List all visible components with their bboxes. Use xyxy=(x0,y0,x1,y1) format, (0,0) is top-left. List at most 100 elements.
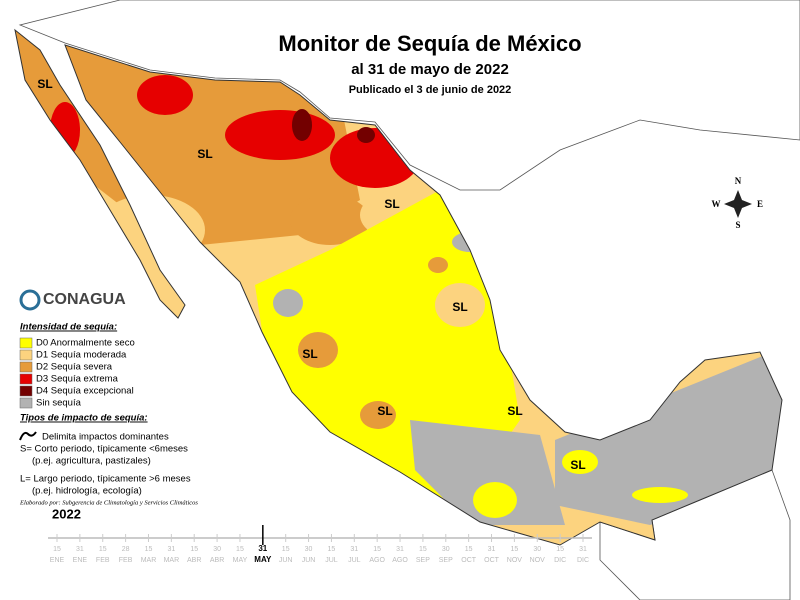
tick-day: 31 xyxy=(167,546,175,553)
tick-month: SEP xyxy=(416,557,430,564)
region-label: SL xyxy=(507,404,522,418)
d3-area xyxy=(137,75,193,115)
d0-area xyxy=(473,482,517,518)
d2-area xyxy=(290,195,370,245)
tick-month: OCT xyxy=(461,557,477,564)
tick-day: 15 xyxy=(373,546,381,553)
tick-month: FEB xyxy=(96,557,110,564)
tick-day: 31 xyxy=(488,546,496,553)
tick-day: 30 xyxy=(305,546,313,553)
tick-day: 15 xyxy=(556,546,564,553)
tick-day: 15 xyxy=(328,546,336,553)
impact-line-symbol xyxy=(19,431,37,441)
mexico-outline xyxy=(14,28,783,546)
tick-day: 15 xyxy=(236,546,244,553)
legend-label: Sin sequía xyxy=(36,398,82,409)
legend-label: D4 Sequía excepcional xyxy=(36,386,134,397)
tick-month: MAY xyxy=(254,555,272,564)
tick-day: 15 xyxy=(282,546,290,553)
impact-s-example: (p.ej. agricultura, pastizales) xyxy=(32,456,151,467)
region-label: SL xyxy=(377,404,392,418)
region-label: SL xyxy=(384,197,399,211)
legend-label: D2 Sequía severa xyxy=(36,362,113,373)
tick-day: 31 xyxy=(396,546,404,553)
tick-month: JUN xyxy=(302,557,316,564)
tick-month: DIC xyxy=(554,557,566,564)
compass-n: N xyxy=(735,176,742,186)
legend-swatch xyxy=(19,337,33,349)
logo-icon xyxy=(19,289,41,311)
d0-area xyxy=(632,487,688,503)
legend-swatch xyxy=(19,349,33,361)
tick-day: 30 xyxy=(442,546,450,553)
impact-l-example: (p.ej. hidrología, ecología) xyxy=(32,486,142,497)
timeline-year: 2022 xyxy=(52,506,81,521)
tick-day: 15 xyxy=(145,546,153,553)
tick-month: SEP xyxy=(439,557,453,564)
d0-area xyxy=(562,450,598,474)
tick-month: NOV xyxy=(530,557,546,564)
region-label: SL xyxy=(197,147,212,161)
tick-day: 31 xyxy=(76,546,84,553)
impact-title: Tipos de impacto de sequía: xyxy=(20,413,148,424)
map-subtitle: al 31 de mayo de 2022 xyxy=(351,61,509,78)
no-drought-area xyxy=(555,345,782,525)
no-drought-area xyxy=(410,420,565,525)
tick-day: 15 xyxy=(419,546,427,553)
d2-area xyxy=(360,401,396,429)
tick-day: 15 xyxy=(465,546,473,553)
tick-month: DIC xyxy=(577,557,589,564)
timeline: 2022 15 ENE 31 ENE 15 FEB 28 FEB 15 MAR 31 MAR 15 ABR… xyxy=(48,506,592,564)
d2-area xyxy=(428,257,448,273)
tick-day: 30 xyxy=(213,546,221,553)
impact-line-label: Delimita impactos dominantes xyxy=(42,432,169,443)
legend-swatch xyxy=(19,385,33,397)
tick-month: NOV xyxy=(507,557,523,564)
credit: Elaborado por: Subgerencia de Climatolog… xyxy=(19,499,198,506)
region-label: SL xyxy=(37,77,52,91)
region-label: SL xyxy=(570,458,585,472)
logo: CONAGUA xyxy=(19,289,126,311)
d2-area xyxy=(298,332,338,368)
legend-label: D0 Anormalmente seco xyxy=(36,338,135,349)
tick-day: 31 xyxy=(350,546,358,553)
no-drought-area xyxy=(273,289,303,317)
tick-month: ABR xyxy=(187,557,201,564)
compass-rose xyxy=(724,190,752,218)
tick-day: 31 xyxy=(258,544,267,553)
compass-w: W xyxy=(712,199,721,209)
legend-swatch xyxy=(19,361,33,373)
compass-e: E xyxy=(757,199,763,209)
tick-day: 31 xyxy=(579,546,587,553)
tick-month: MAY xyxy=(233,557,248,564)
tick-day: 15 xyxy=(53,546,61,553)
tick-month: JUL xyxy=(325,557,338,564)
compass: N E S W xyxy=(712,176,764,230)
d3-area xyxy=(225,110,335,160)
tick-month: MAR xyxy=(141,557,157,564)
tick-month: AGO xyxy=(392,557,408,564)
tick-month: ENE xyxy=(73,557,88,564)
region-label: SL xyxy=(452,300,467,314)
tick-month: MAR xyxy=(164,557,180,564)
legend: Intensidad de sequía: Tipos de impacto d… xyxy=(19,322,198,507)
region-label: SL xyxy=(302,347,317,361)
impact-s: S= Corto periodo, típicamente <6meses xyxy=(20,444,188,455)
published-date: Publicado el 3 de junio de 2022 xyxy=(349,84,512,96)
tick-month: AGO xyxy=(369,557,385,564)
legend-label: D1 Sequía moderada xyxy=(36,350,127,361)
d3-area xyxy=(50,102,80,158)
logo-text: CONAGUA xyxy=(43,291,126,308)
legend-title: Intensidad de sequía: xyxy=(20,322,117,333)
map-title: Monitor de Sequía de México xyxy=(278,31,581,56)
d4-area xyxy=(357,127,375,143)
compass-s: S xyxy=(735,220,740,230)
tick-day: 15 xyxy=(99,546,107,553)
legend-label: D3 Sequía extrema xyxy=(36,374,119,385)
tick-day: 30 xyxy=(533,546,541,553)
d1-area xyxy=(435,283,485,327)
d4-area xyxy=(292,109,312,141)
tick-month: JUN xyxy=(279,557,293,564)
d1-area xyxy=(95,195,205,265)
